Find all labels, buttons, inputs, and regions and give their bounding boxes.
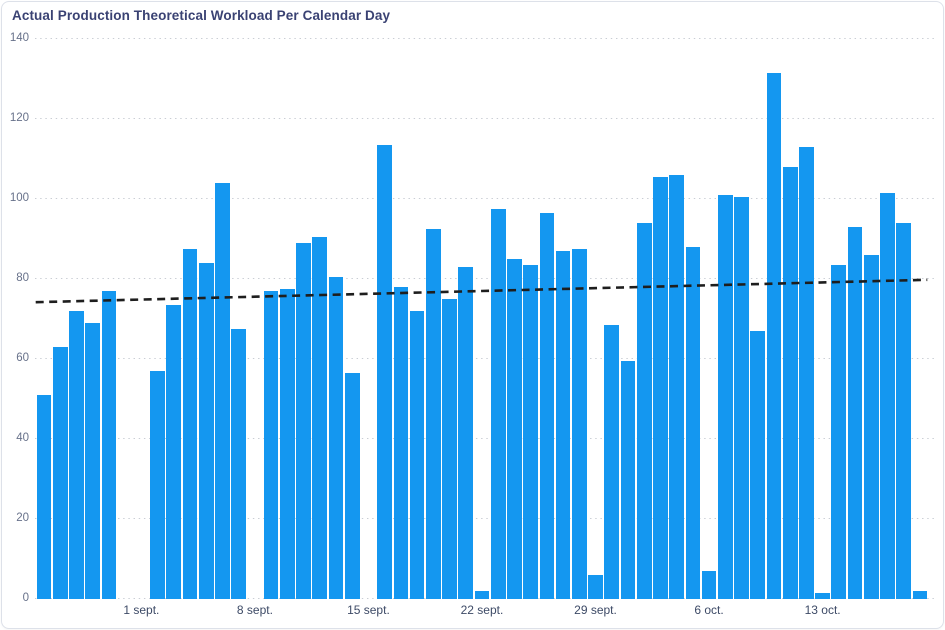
bar[interactable] [701, 571, 717, 599]
y-gridline [35, 118, 937, 120]
bar[interactable] [263, 291, 279, 599]
bar[interactable] [198, 263, 214, 599]
bar[interactable] [669, 175, 684, 599]
bar[interactable] [393, 287, 409, 599]
bar[interactable] [815, 593, 830, 599]
bar[interactable] [328, 277, 344, 599]
y-gridline [35, 438, 937, 440]
bar[interactable] [474, 591, 490, 599]
chart-title: Actual Production Theoretical Workload P… [12, 8, 391, 23]
bar[interactable] [653, 177, 668, 599]
y-axis-label: 60 [16, 352, 29, 364]
bar[interactable] [344, 373, 360, 599]
bar[interactable] [409, 311, 425, 599]
y-gridline [35, 598, 937, 600]
bar[interactable] [52, 347, 68, 599]
bar[interactable] [604, 325, 620, 599]
bar[interactable] [766, 73, 782, 599]
bar[interactable] [539, 213, 555, 599]
bar[interactable] [588, 575, 603, 599]
bar[interactable] [750, 331, 766, 599]
bar[interactable] [280, 289, 295, 599]
bar[interactable] [166, 305, 182, 599]
bar[interactable] [231, 329, 247, 599]
bar[interactable] [685, 247, 701, 599]
bar[interactable] [85, 323, 101, 599]
bar[interactable] [620, 361, 636, 599]
bar[interactable] [912, 591, 928, 599]
y-gridline [35, 518, 937, 520]
bar[interactable] [69, 311, 84, 599]
bar[interactable] [782, 167, 798, 599]
bar[interactable] [896, 223, 912, 599]
bar[interactable] [150, 371, 165, 599]
bar[interactable] [880, 193, 895, 599]
bar[interactable] [490, 209, 506, 599]
bar[interactable] [507, 259, 522, 599]
y-axis-label: 80 [16, 272, 29, 284]
y-gridline [35, 38, 937, 40]
bar[interactable] [296, 243, 311, 599]
bar[interactable] [555, 251, 571, 599]
y-axis-label: 40 [16, 432, 29, 444]
x-axis-label: 8 sept. [236, 603, 273, 617]
bar[interactable] [312, 237, 328, 599]
bar[interactable] [101, 291, 117, 599]
y-axis-label: 100 [9, 192, 29, 204]
bar[interactable] [523, 265, 538, 599]
bar[interactable] [717, 195, 733, 599]
x-axis-label: 29 sept. [574, 603, 617, 617]
x-axis-label: 6 oct. [694, 603, 724, 617]
bar[interactable] [799, 147, 814, 599]
bar[interactable] [377, 145, 392, 599]
x-axis-label: 1 sept. [123, 603, 160, 617]
bar[interactable] [36, 395, 52, 599]
x-axis-label: 13 oct. [804, 603, 841, 617]
y-gridline [35, 358, 937, 360]
bar[interactable] [442, 299, 457, 599]
x-axis-label: 22 sept. [460, 603, 504, 617]
y-axis-label: 120 [9, 112, 29, 124]
y-axis-label: 0 [22, 592, 29, 604]
y-axis-label: 20 [16, 512, 29, 524]
x-axis-label: 15 sept. [347, 603, 390, 617]
bar[interactable] [636, 223, 652, 599]
bar[interactable] [847, 227, 863, 599]
y-axis-label: 140 [9, 32, 29, 44]
bar[interactable] [734, 197, 749, 599]
bar[interactable] [863, 255, 879, 599]
y-gridline [35, 198, 937, 200]
bar[interactable] [215, 183, 230, 599]
bar[interactable] [182, 249, 198, 599]
bar[interactable] [425, 229, 441, 599]
bar[interactable] [831, 265, 847, 599]
bar[interactable] [571, 249, 587, 599]
bar[interactable] [458, 267, 474, 599]
